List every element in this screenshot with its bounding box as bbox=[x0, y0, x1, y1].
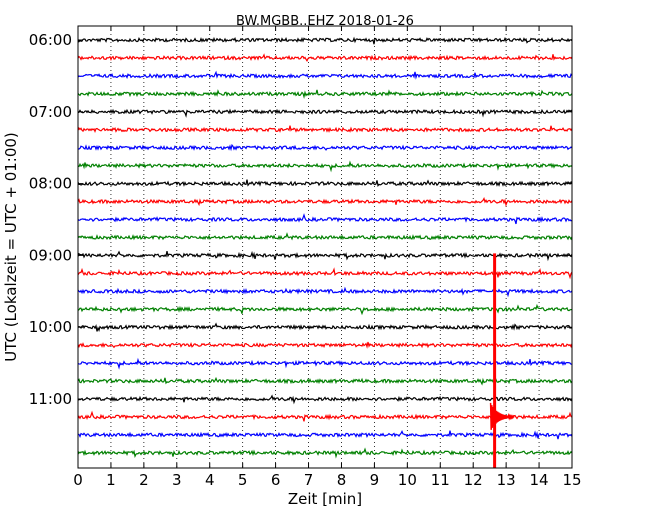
trace-0915 bbox=[77, 267, 573, 280]
trace-0645 bbox=[77, 89, 573, 99]
trace-1000 bbox=[77, 322, 573, 332]
x-tick-label-3: 3 bbox=[172, 471, 182, 489]
x-tick-label-11: 11 bbox=[431, 471, 450, 489]
trace-0800 bbox=[77, 179, 573, 187]
trace-0830 bbox=[77, 213, 573, 225]
y-tick-label-0600: 06:00 bbox=[29, 31, 72, 49]
trace-0715 bbox=[77, 125, 573, 133]
x-tick-label-4: 4 bbox=[205, 471, 215, 489]
x-tick-label-1: 1 bbox=[106, 471, 116, 489]
trace-1130 bbox=[77, 429, 573, 440]
plot-frame bbox=[77, 25, 573, 469]
y-tick-label-0800: 08:00 bbox=[29, 175, 72, 193]
trace-0615 bbox=[77, 53, 573, 62]
y-axis-ticks: 06:00 07:00 08:00 09:00 10:00 11:00 bbox=[29, 31, 572, 408]
y-tick-label-0700: 07:00 bbox=[29, 103, 72, 121]
x-tick-label-8: 8 bbox=[337, 471, 347, 489]
trace-1115 bbox=[77, 410, 573, 422]
x-tick-label-14: 14 bbox=[530, 471, 549, 489]
x-tick-label-7: 7 bbox=[304, 471, 314, 489]
y-tick-label-1000: 10:00 bbox=[29, 318, 72, 336]
event-spikes bbox=[489, 253, 515, 468]
x-tick-label-10: 10 bbox=[398, 471, 417, 489]
trace-1030 bbox=[77, 357, 573, 370]
trace-1145 bbox=[77, 447, 573, 459]
x-tick-label-13: 13 bbox=[497, 471, 516, 489]
traces bbox=[77, 36, 573, 459]
trace-1100 bbox=[77, 394, 573, 405]
x-tick-label-5: 5 bbox=[238, 471, 248, 489]
trace-0945 bbox=[77, 303, 573, 316]
trace-0930 bbox=[77, 286, 573, 298]
x-tick-label-15: 15 bbox=[562, 471, 581, 489]
x-axis-label: Zeit [min] bbox=[288, 490, 362, 508]
y-axis-label: UTC (Lokalzeit = UTC + 01:00) bbox=[2, 132, 20, 362]
y-tick-label-1100: 11:00 bbox=[29, 390, 72, 408]
trace-0700 bbox=[77, 108, 573, 118]
chart-title: BW.MGBB..EHZ 2018-01-26 bbox=[236, 14, 414, 29]
x-tick-label-12: 12 bbox=[464, 471, 483, 489]
trace-0600 bbox=[77, 36, 573, 45]
x-axis-ticks: 0 1 2 3 4 5 6 7 8 9 10 11 12 13 14 15 bbox=[73, 26, 582, 489]
event-burst-0 bbox=[489, 402, 515, 430]
grid-lines bbox=[110, 26, 540, 468]
trace-0845 bbox=[77, 232, 573, 241]
x-tick-label-2: 2 bbox=[139, 471, 149, 489]
trace-0730 bbox=[77, 143, 573, 152]
trace-0745 bbox=[77, 160, 573, 173]
x-tick-label-6: 6 bbox=[271, 471, 281, 489]
trace-0630 bbox=[77, 70, 573, 80]
trace-1045 bbox=[77, 376, 573, 386]
trace-1015 bbox=[77, 341, 573, 349]
y-tick-label-0900: 09:00 bbox=[29, 246, 72, 264]
x-tick-label-9: 9 bbox=[370, 471, 380, 489]
x-tick-label-0: 0 bbox=[73, 471, 83, 489]
trace-0815 bbox=[77, 196, 573, 207]
trace-0900 bbox=[77, 250, 573, 262]
